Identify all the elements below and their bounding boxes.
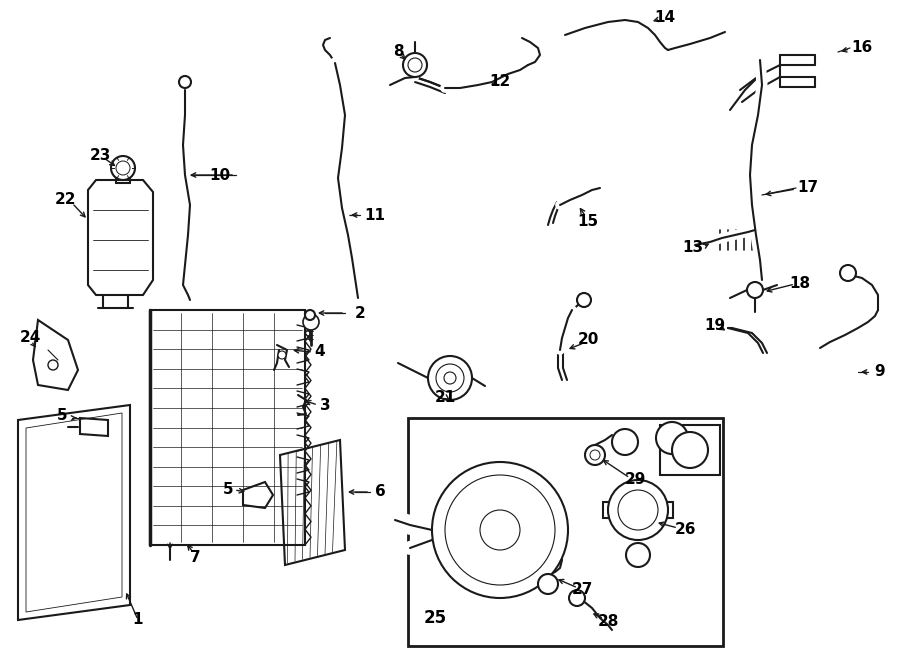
Text: 26: 26 xyxy=(674,522,696,537)
Circle shape xyxy=(436,364,464,392)
Text: 8: 8 xyxy=(392,44,403,59)
Text: 15: 15 xyxy=(578,215,599,229)
Circle shape xyxy=(585,445,605,465)
Text: 4: 4 xyxy=(315,344,325,360)
Text: 28: 28 xyxy=(598,615,618,629)
Circle shape xyxy=(608,480,668,540)
Bar xyxy=(150,310,305,545)
Bar xyxy=(408,418,723,646)
Circle shape xyxy=(626,543,650,567)
Text: 21: 21 xyxy=(435,391,455,405)
Text: 14: 14 xyxy=(654,11,676,26)
Text: 27: 27 xyxy=(572,582,593,598)
Circle shape xyxy=(428,356,472,400)
Circle shape xyxy=(116,161,130,175)
Circle shape xyxy=(577,293,591,307)
Circle shape xyxy=(48,360,58,370)
Text: 25: 25 xyxy=(423,609,446,627)
Text: 7: 7 xyxy=(190,551,201,566)
Text: 18: 18 xyxy=(789,276,811,290)
Circle shape xyxy=(538,574,558,594)
Text: 5: 5 xyxy=(222,483,233,498)
Text: 9: 9 xyxy=(875,364,886,379)
Circle shape xyxy=(403,53,427,77)
Circle shape xyxy=(618,490,658,530)
Text: 12: 12 xyxy=(490,75,510,89)
Text: 22: 22 xyxy=(54,192,76,208)
Circle shape xyxy=(747,282,763,298)
Text: 3: 3 xyxy=(320,397,330,412)
Text: 16: 16 xyxy=(851,40,873,56)
Bar xyxy=(603,502,673,518)
Text: 5: 5 xyxy=(57,407,68,422)
Text: 20: 20 xyxy=(577,332,598,348)
Text: 1: 1 xyxy=(133,613,143,627)
Circle shape xyxy=(612,429,638,455)
Circle shape xyxy=(480,510,520,550)
Circle shape xyxy=(590,450,600,460)
Circle shape xyxy=(179,76,191,88)
Circle shape xyxy=(840,265,856,281)
Circle shape xyxy=(444,372,456,384)
Circle shape xyxy=(278,351,286,359)
Text: 6: 6 xyxy=(374,485,385,500)
Text: 29: 29 xyxy=(625,473,645,488)
Text: 2: 2 xyxy=(355,305,365,321)
Text: 17: 17 xyxy=(797,180,819,196)
Circle shape xyxy=(656,422,688,454)
Circle shape xyxy=(445,475,555,585)
Circle shape xyxy=(432,462,568,598)
Text: 19: 19 xyxy=(705,317,725,332)
Circle shape xyxy=(303,314,319,330)
Text: 23: 23 xyxy=(89,147,111,163)
Circle shape xyxy=(111,156,135,180)
Text: 13: 13 xyxy=(682,241,704,256)
Text: 24: 24 xyxy=(19,330,40,346)
Text: 11: 11 xyxy=(364,208,385,223)
Circle shape xyxy=(408,58,422,72)
Text: 10: 10 xyxy=(210,167,230,182)
Circle shape xyxy=(305,310,315,320)
Circle shape xyxy=(569,590,585,606)
Circle shape xyxy=(672,432,708,468)
